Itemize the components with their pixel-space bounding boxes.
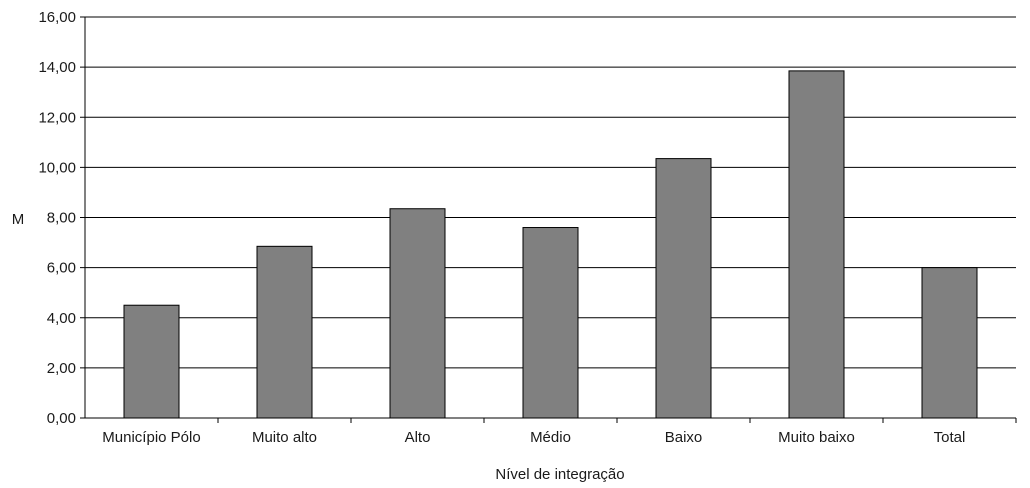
y-tick-label: 14,00 — [38, 59, 76, 76]
x-tick-label: Total — [934, 429, 966, 446]
x-tick-label: Muito alto — [252, 429, 317, 446]
y-axis-label: M — [12, 211, 25, 228]
x-tick-label: Alto — [405, 429, 431, 446]
bar — [123, 304, 180, 419]
y-tick-label: 10,00 — [38, 159, 76, 176]
axes — [80, 16, 1017, 423]
y-tick-label: 8,00 — [47, 210, 76, 227]
y-tick-label: 4,00 — [47, 310, 76, 327]
y-tick-label: 16,00 — [38, 9, 76, 26]
bar — [256, 245, 313, 419]
bars — [123, 70, 978, 419]
y-tick-label: 6,00 — [47, 260, 76, 277]
x-tick-label: Muito baixo — [778, 429, 855, 446]
x-tick-label: Médio — [530, 429, 571, 446]
x-axis-label: Nível de integração — [495, 466, 624, 483]
bar — [522, 227, 579, 419]
bar — [389, 208, 446, 419]
x-tick-labels: Município Pólo Muito alto Alto Médio Baixo Mu… — [102, 429, 965, 446]
x-tick-label: Município Pólo — [102, 429, 200, 446]
bar — [655, 158, 712, 419]
x-tick-label: Baixo — [665, 429, 703, 446]
bar — [788, 70, 845, 419]
y-tick-label: 2,00 — [47, 360, 76, 377]
bar — [921, 267, 978, 419]
y-tick-labels: 0,00 2,00 4,00 6,00 8,00 10,00 12,00 14,00 16,00 — [38, 9, 76, 427]
y-tick-label: 12,00 — [38, 109, 76, 126]
y-tick-label: 0,00 — [47, 410, 76, 427]
